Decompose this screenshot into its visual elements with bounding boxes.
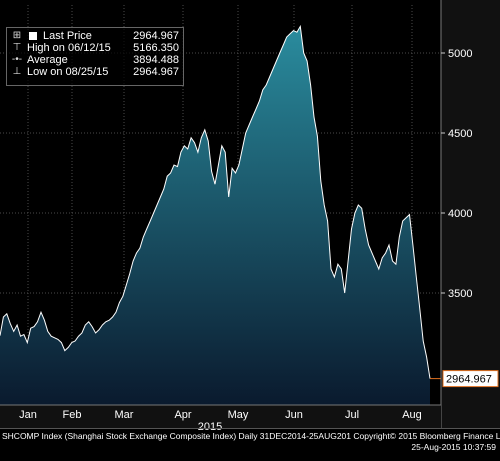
price-line	[0, 24, 431, 379]
last-price-label: 2964.967	[446, 374, 492, 386]
x-tick-label: Jan	[19, 409, 37, 421]
x-tick-label: Apr	[174, 409, 191, 421]
price-area	[0, 26, 430, 406]
footer-source: SHCOMP Index (Shanghai Stock Exchange Co…	[2, 431, 500, 441]
low-marker-icon: ⊥	[12, 66, 22, 77]
legend-low-label: Low on 08/25/15	[27, 66, 109, 78]
legend-high-label: High on 06/12/15	[27, 42, 111, 54]
legend-average: -•- Average 3894.488	[11, 54, 179, 66]
x-tick-label: Aug	[402, 409, 422, 421]
y-tick-label: 3500	[448, 288, 472, 300]
legend-last-price: ⊞ Last Price 2964.967	[11, 30, 179, 42]
y-tick-label: 5000	[448, 48, 472, 60]
high-marker-icon: ⊤	[12, 42, 22, 53]
footer-timestamp: 25-Aug-2015 10:37:59	[411, 442, 496, 452]
x-tick-label: Jul	[345, 409, 359, 421]
legend-high-value: 5166.350	[133, 42, 179, 54]
legend-average-label: Average	[27, 54, 68, 66]
white-square-icon	[29, 32, 37, 40]
average-line-icon: -•-	[11, 54, 23, 65]
legend-toggle-icon[interactable]: ⊞	[12, 30, 22, 41]
legend-high: ⊤ High on 06/12/15 5166.350	[11, 42, 179, 54]
legend-low: ⊥ Low on 08/25/15 2964.967	[11, 66, 179, 78]
last-price-marker: 2964.967	[430, 370, 499, 388]
x-axis-background	[0, 405, 441, 428]
last-price-box	[442, 370, 499, 388]
legend-average-value: 3894.488	[133, 54, 179, 66]
x-tick-label: Jun	[285, 409, 303, 421]
x-tick-label: Mar	[115, 409, 134, 421]
y-axis-background	[441, 0, 500, 428]
x-tick-label: May	[228, 409, 249, 421]
chart-footer: SHCOMP Index (Shanghai Stock Exchange Co…	[0, 428, 500, 461]
y-tick-label: 4500	[448, 128, 472, 140]
legend-low-value: 2964.967	[133, 66, 179, 78]
x-tick-label: Feb	[63, 409, 82, 421]
y-axis: 3500 4000 4500 5000	[440, 0, 500, 428]
legend-last-price-label: Last Price	[43, 30, 92, 42]
x-axis: Jan Feb Mar Apr May Jun Jul Aug 2015	[0, 404, 441, 433]
legend: ⊞ Last Price 2964.967 ⊤ High on 06/12/15 5…	[6, 27, 184, 86]
y-tick-label: 4000	[448, 208, 472, 220]
legend-last-price-value: 2964.967	[133, 30, 179, 42]
x-year-label: 2015	[198, 421, 222, 433]
